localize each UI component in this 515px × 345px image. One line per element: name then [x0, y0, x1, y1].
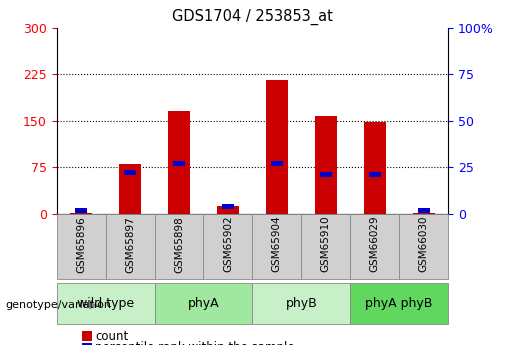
Bar — [271, 161, 283, 166]
Bar — [315, 116, 337, 214]
Bar — [75, 208, 87, 213]
Bar — [173, 161, 185, 166]
Bar — [399, 214, 448, 279]
Bar — [222, 204, 234, 209]
Bar — [57, 283, 154, 324]
Bar — [252, 283, 350, 324]
Text: GSM65902: GSM65902 — [223, 216, 233, 273]
Bar — [168, 111, 190, 214]
Bar — [154, 214, 203, 279]
Text: GSM66029: GSM66029 — [370, 216, 380, 273]
Title: GDS1704 / 253853_at: GDS1704 / 253853_at — [172, 9, 333, 25]
Bar — [154, 283, 252, 324]
Bar — [203, 214, 252, 279]
Bar — [119, 164, 141, 214]
Bar — [106, 214, 154, 279]
Bar — [364, 122, 386, 214]
Text: GSM65904: GSM65904 — [272, 216, 282, 273]
Text: GSM65897: GSM65897 — [125, 216, 135, 273]
Bar — [320, 172, 332, 177]
Text: GSM66030: GSM66030 — [419, 216, 428, 272]
Text: count: count — [95, 329, 129, 343]
Text: GSM65896: GSM65896 — [76, 216, 86, 273]
Bar — [266, 80, 288, 214]
Bar — [369, 172, 381, 177]
Bar — [252, 214, 301, 279]
Text: wild type: wild type — [77, 297, 134, 310]
Text: phyA: phyA — [187, 297, 219, 310]
Text: GSM65898: GSM65898 — [174, 216, 184, 273]
Bar — [418, 208, 430, 213]
Bar — [350, 214, 399, 279]
Text: GSM65910: GSM65910 — [321, 216, 331, 273]
Bar — [413, 213, 435, 214]
Text: phyA phyB: phyA phyB — [366, 297, 433, 310]
Bar — [350, 283, 448, 324]
Text: genotype/variation: genotype/variation — [5, 300, 111, 310]
Text: phyB: phyB — [285, 297, 317, 310]
Bar — [70, 213, 92, 214]
Bar — [301, 214, 350, 279]
Bar — [217, 206, 239, 214]
Bar — [124, 170, 136, 175]
Text: percentile rank within the sample: percentile rank within the sample — [95, 341, 295, 345]
Bar — [57, 214, 106, 279]
